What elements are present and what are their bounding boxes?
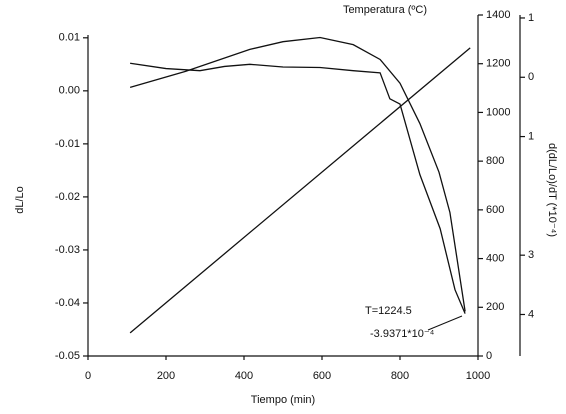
series-line (129, 36, 466, 312)
series-line (129, 47, 471, 334)
y-tick-label: -0.03 (55, 244, 80, 256)
y3-axis-label: d(dL/Lo)/dT (*10⁻⁴) (546, 143, 558, 237)
y-tick-label: 800 (486, 155, 504, 167)
x-tick-label: 1000 (466, 370, 490, 382)
y-tick-label: 600 (486, 204, 504, 216)
x-axis-label: Tiempo (min) (251, 394, 315, 406)
y-tick-label: 1000 (486, 106, 510, 118)
x-tick-label: 0 (85, 370, 91, 382)
y2-axis-label: Temperatura (ºC) (343, 4, 427, 16)
y-tick-label: 1 (528, 12, 534, 24)
annotation: -3.9371*10⁻⁴ (370, 328, 435, 340)
y-tick-label: 4 (528, 308, 534, 320)
y-tick-label: 0 (486, 350, 492, 362)
y-tick-label: 1 (528, 130, 534, 142)
annotation: T=1224.5 (365, 305, 412, 317)
series-line (130, 62, 466, 314)
y-tick-label: 200 (486, 301, 504, 313)
x-tick-label: 400 (235, 370, 253, 382)
y-tick-label: 3 (528, 249, 534, 261)
arrow (427, 315, 463, 331)
x-tick-label: 800 (391, 370, 409, 382)
x-tick-label: 200 (157, 370, 175, 382)
y-tick-label: 400 (486, 252, 504, 264)
y-tick-label: 1400 (486, 9, 510, 21)
y-tick-label: 1200 (486, 58, 510, 70)
y-axis-label: dL/Lo (14, 186, 26, 214)
y-tick-label: -0.02 (55, 191, 80, 203)
y-tick-label: -0.04 (55, 297, 80, 309)
y-tick-label: -0.01 (55, 138, 80, 150)
y-tick-label: 0 (528, 71, 534, 83)
y-tick-label: -0.05 (55, 350, 80, 362)
y-tick-label: 0.01 (59, 32, 80, 44)
x-tick-label: 600 (313, 370, 331, 382)
y-tick-label: 0.00 (59, 85, 80, 97)
